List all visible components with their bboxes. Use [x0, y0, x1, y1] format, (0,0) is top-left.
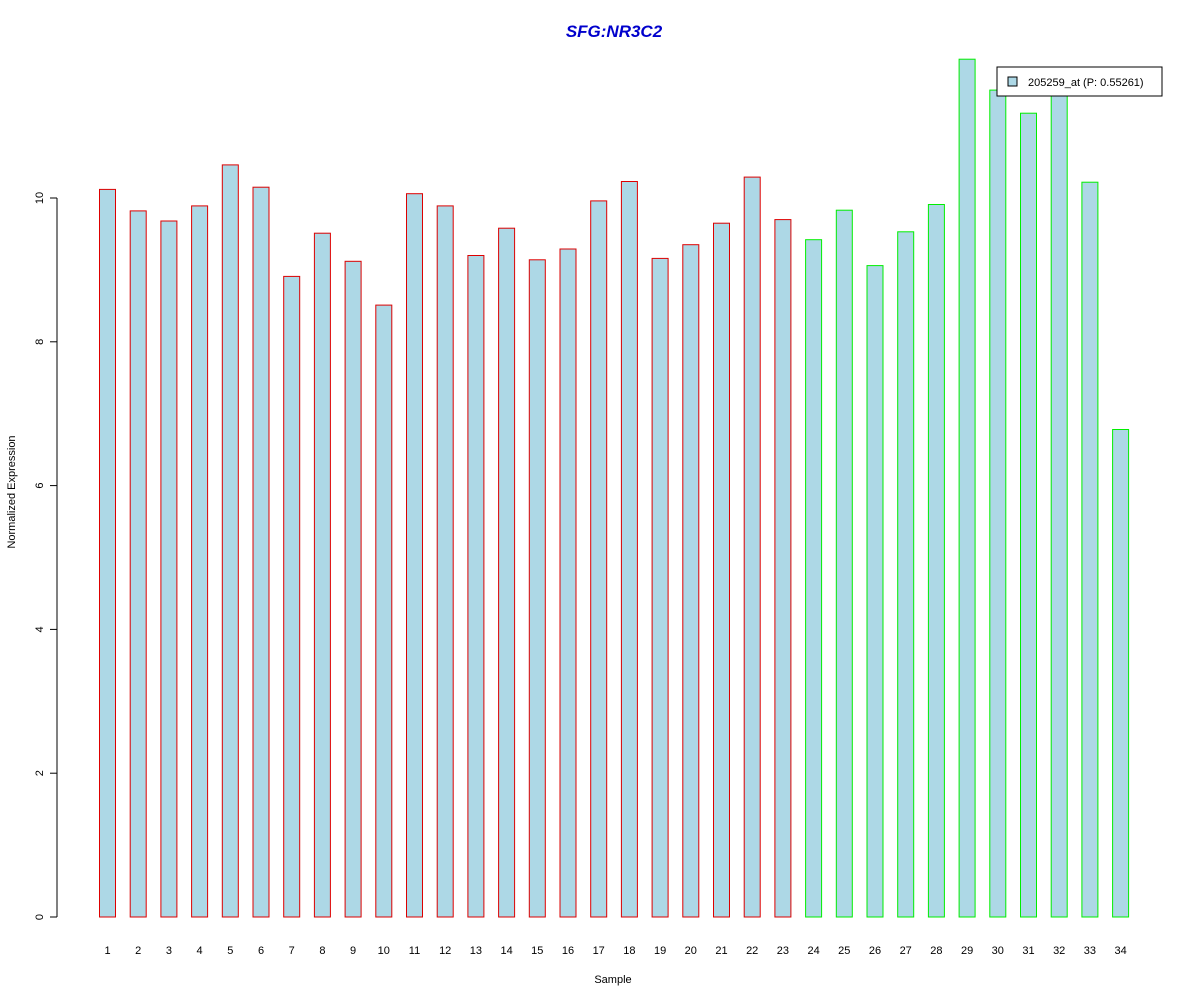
bar-34 — [1112, 429, 1130, 918]
x-tick-label: 4 — [197, 945, 203, 957]
bar-4 — [191, 205, 209, 918]
bar-24 — [805, 239, 823, 918]
x-tick-label: 6 — [258, 945, 264, 957]
x-tick-label: 2 — [135, 945, 141, 957]
x-tick-label: 23 — [777, 945, 789, 957]
x-tick-label: 9 — [350, 945, 356, 957]
x-tick-label: 21 — [715, 945, 727, 957]
bar-21 — [713, 222, 730, 918]
bar-11 — [406, 193, 423, 918]
bar-6 — [252, 186, 270, 918]
x-tick-label: 17 — [593, 945, 605, 957]
bar-30 — [989, 89, 1007, 918]
bar-16 — [559, 248, 577, 918]
bar-13 — [467, 255, 485, 918]
bar-26 — [866, 265, 884, 918]
bar-15 — [528, 259, 546, 918]
y-tick-label: 2 — [34, 770, 46, 776]
x-tick-label: 24 — [807, 945, 819, 957]
x-tick-label: 1 — [104, 945, 110, 957]
bar-8 — [313, 232, 331, 918]
bar-10 — [375, 304, 393, 918]
x-tick-label: 13 — [470, 945, 482, 957]
legend-label: 205259_at (P: 0.55261) — [1028, 77, 1144, 89]
chart-title: SFG:NR3C2 — [566, 22, 663, 41]
x-tick-label: 25 — [838, 945, 850, 957]
bar-32 — [1050, 89, 1068, 918]
bar-20 — [682, 244, 700, 918]
y-ticks: 0 2 4 6 8 10 — [34, 192, 57, 920]
x-tick-label: 18 — [623, 945, 635, 957]
bar-31 — [1020, 112, 1037, 918]
bar-7 — [283, 275, 301, 918]
legend-box — [996, 66, 1163, 97]
x-tick-label: 5 — [227, 945, 233, 957]
y-tick-label: 10 — [34, 192, 46, 204]
y-tick-label: 6 — [34, 483, 46, 489]
x-tick-label: 8 — [319, 945, 325, 957]
y-tick-label: 4 — [34, 626, 46, 632]
x-tick-label: 19 — [654, 945, 666, 957]
x-tick-label: 29 — [961, 945, 973, 957]
bar-33 — [1081, 181, 1099, 918]
bar-17 — [590, 200, 608, 918]
x-tick-label: 3 — [166, 945, 172, 957]
x-tick-label: 20 — [685, 945, 697, 957]
bar-27 — [897, 231, 915, 918]
bar-22 — [743, 176, 761, 918]
x-tick-label: 33 — [1084, 945, 1096, 957]
x-tick-label: 28 — [930, 945, 942, 957]
bars-group — [99, 58, 1130, 918]
bar-1 — [99, 188, 116, 918]
bar-23 — [774, 219, 792, 918]
bar-3 — [160, 220, 178, 918]
x-tick-label: 22 — [746, 945, 758, 957]
x-tick-label: 16 — [562, 945, 574, 957]
y-axis-label: Normalized Expression — [6, 435, 18, 548]
x-tick-label: 10 — [378, 945, 390, 957]
x-tick-label: 30 — [992, 945, 1004, 957]
bar-5 — [221, 164, 239, 918]
x-tick-labels: 1 2 3 4 5 6 7 8 9 10 11 12 13 14 15 16 17 18 19 20 21 22 23 24 2… — [104, 945, 1126, 957]
x-tick-label: 26 — [869, 945, 881, 957]
x-tick-label: 27 — [900, 945, 912, 957]
x-tick-label: 12 — [439, 945, 451, 957]
bar-28 — [927, 204, 945, 918]
x-tick-label: 32 — [1053, 945, 1065, 957]
legend: 205259_at (P: 0.55261) — [996, 66, 1163, 97]
x-axis-label: Sample — [594, 974, 631, 986]
x-tick-label: 11 — [409, 945, 420, 957]
x-tick-label: 31 — [1022, 945, 1034, 957]
bar-19 — [651, 257, 669, 918]
bar-25 — [835, 209, 853, 918]
y-tick-label: 0 — [34, 914, 46, 920]
bar-18 — [620, 181, 638, 918]
y-tick-label: 8 — [34, 339, 46, 345]
x-tick-label: 7 — [289, 945, 295, 957]
bar-29 — [958, 58, 976, 918]
bar-14 — [498, 227, 516, 918]
legend-swatch — [1007, 76, 1018, 87]
bar-12 — [436, 205, 454, 918]
x-tick-label: 14 — [500, 945, 512, 957]
y-axis: 0 2 4 6 8 10 — [34, 192, 58, 920]
bar-9 — [344, 260, 362, 918]
x-tick-label: 34 — [1114, 945, 1126, 957]
x-tick-label: 15 — [531, 945, 543, 957]
bar-2 — [129, 210, 147, 918]
